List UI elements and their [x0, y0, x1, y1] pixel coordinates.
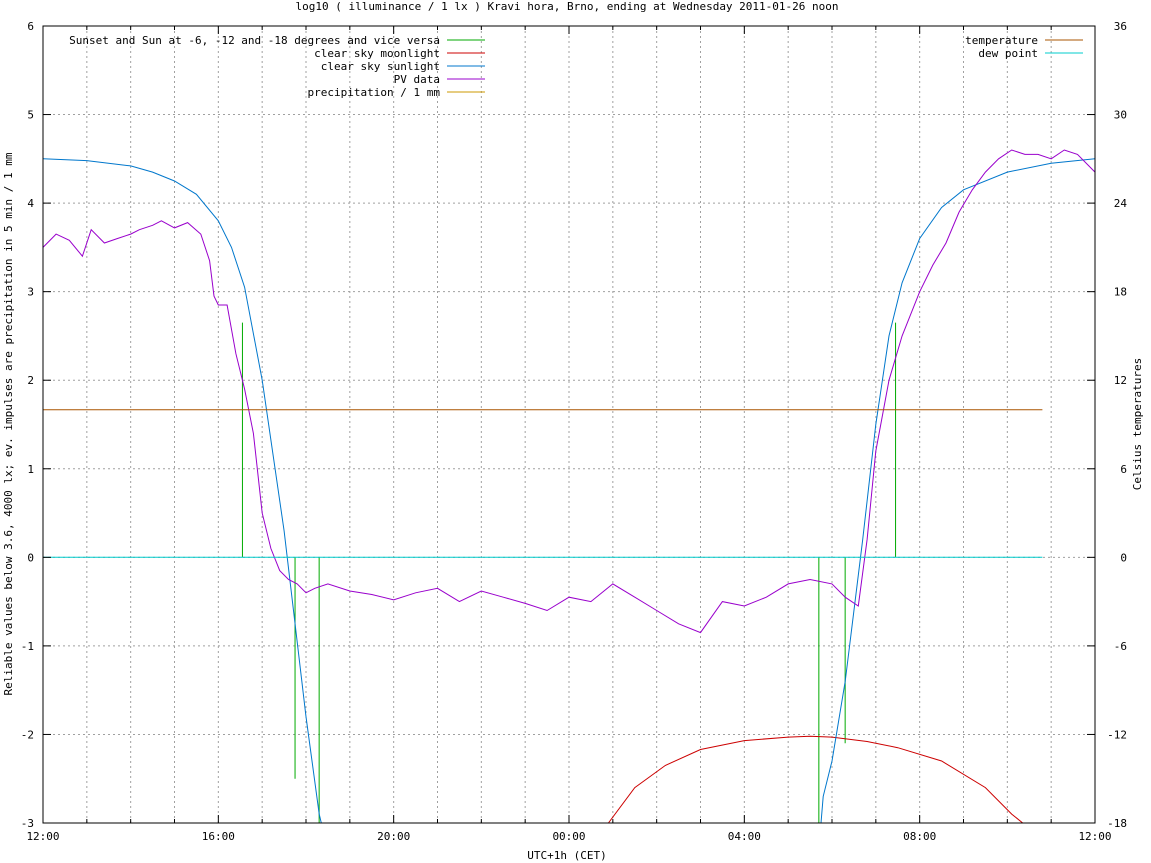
- y2-tick-label: 12: [1114, 374, 1127, 387]
- x-tick-label: 04:00: [728, 830, 761, 843]
- x-tick-label: 12:00: [26, 830, 59, 843]
- y2-tick-label: -18: [1107, 817, 1127, 830]
- y2-tick-label: 18: [1114, 286, 1127, 299]
- series-line-clear-sky-sunlight: [43, 158, 1095, 823]
- chart-title: log10 ( illuminance / 1 lx ) Kravi hora,…: [295, 0, 838, 13]
- series-layer: [43, 149, 1095, 823]
- y2-tick-label: 6: [1120, 463, 1127, 476]
- legend-label-temperature: temperature: [965, 34, 1038, 47]
- y-tick-label: 6: [27, 20, 34, 33]
- x-tick-label: 20:00: [377, 830, 410, 843]
- y-axis-label: Reliable values below 3.6, 4000 lx; ev. …: [2, 152, 15, 695]
- legend-label-dew-point: dew point: [978, 47, 1038, 60]
- y-tick-label: 2: [27, 374, 34, 387]
- x-tick-label: 00:00: [552, 830, 585, 843]
- y-tick-label: 3: [27, 286, 34, 299]
- y2-tick-label: 0: [1120, 551, 1127, 564]
- series-line-clear-sky-moonlight: [607, 735, 1024, 823]
- series-line-pv-data: [43, 149, 1095, 634]
- legend-label-clear-sky-moonlight: clear sky moonlight: [314, 47, 440, 60]
- y2-tick-label: 30: [1114, 109, 1127, 122]
- x-axis-label: UTC+1h (CET): [527, 849, 606, 862]
- y-tick-label: 0: [27, 551, 34, 564]
- y2-tick-label: 36: [1114, 20, 1127, 33]
- y-tick-label: -3: [21, 817, 34, 830]
- y2-axis-label: Celsius temperatures: [1131, 358, 1144, 490]
- y-tick-label: -2: [21, 728, 34, 741]
- y-tick-label: -1: [21, 640, 34, 653]
- y2-tick-label: -12: [1107, 728, 1127, 741]
- y2-tick-label: -6: [1114, 640, 1127, 653]
- y-tick-label: 1: [27, 463, 34, 476]
- legend-label-pv-data: PV data: [394, 73, 440, 86]
- x-tick-label: 08:00: [903, 830, 936, 843]
- ticks: 12:00 16:00 20:00 00:00 04:00 08:00 12:00-3-2-…: [21, 20, 1128, 843]
- legend: Sunset and Sun at -6, -12 and -18 degree…: [69, 34, 1083, 99]
- y-tick-label: 4: [27, 197, 34, 210]
- legend-label-sunset-and-sun-at-6-12-and-18-degrees-and-vice-versa: Sunset and Sun at -6, -12 and -18 degree…: [69, 34, 440, 47]
- y2-tick-label: 24: [1114, 197, 1128, 210]
- legend-label-precipitation-1-mm: precipitation / 1 mm: [308, 86, 441, 99]
- legend-label-clear-sky-sunlight: clear sky sunlight: [321, 60, 440, 73]
- series-sunset-and-sun-at-6-12-and-18-degrees-and-vice-versa: [241, 322, 897, 823]
- y-tick-label: 5: [27, 109, 34, 122]
- x-tick-label: 12:00: [1078, 830, 1111, 843]
- x-tick-label: 16:00: [202, 830, 235, 843]
